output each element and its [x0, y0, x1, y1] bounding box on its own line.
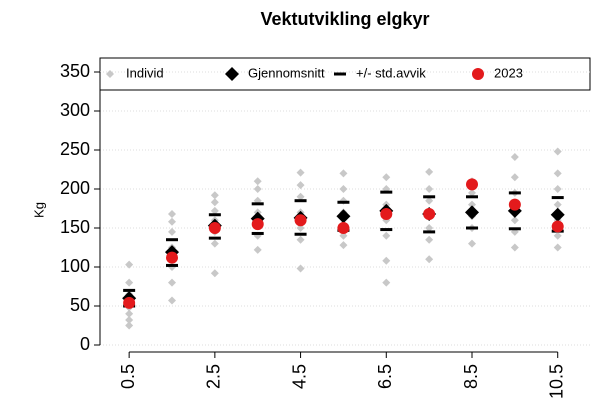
individ-point [339, 185, 348, 193]
individ-point [296, 168, 305, 177]
individ-point [425, 255, 434, 264]
legend-label: +/- std.avvik [356, 65, 426, 80]
individ-point [210, 239, 219, 248]
individ-point [125, 321, 134, 330]
x-tick-label: 4.5 [289, 364, 309, 389]
individ-point [339, 241, 348, 250]
individ-point [425, 185, 434, 193]
individ-point [296, 224, 305, 232]
individ-point [210, 206, 219, 215]
x-tick-label: 0.5 [118, 364, 138, 389]
y-tick-label: 300 [60, 100, 90, 120]
point-2023 [166, 251, 178, 264]
mean-point [336, 209, 351, 224]
individ-point [210, 198, 219, 207]
individ-point [168, 217, 176, 226]
individ-point [553, 200, 562, 209]
point-2023 [208, 222, 221, 234]
point-2023 [337, 222, 350, 234]
y-tick-label: 200 [60, 178, 90, 198]
individ-point [553, 185, 562, 193]
mean-point [550, 207, 565, 222]
individ-point [553, 243, 562, 252]
y-axis-label: Kg [31, 202, 46, 218]
legend-marker [106, 70, 114, 78]
individ-point [253, 245, 262, 254]
individ-point [296, 264, 305, 273]
x-tick-label: 6.5 [375, 364, 395, 389]
individ-point [382, 256, 391, 265]
y-tick-label: 350 [60, 61, 90, 81]
point-2023 [123, 296, 136, 309]
point-2023 [551, 220, 564, 233]
individ-point [296, 235, 305, 244]
individ-point [168, 296, 176, 305]
individ-point [210, 191, 219, 200]
individ-point [425, 224, 434, 232]
individ-point [168, 227, 176, 236]
point-2023 [423, 207, 436, 220]
individ-point [382, 173, 391, 182]
individ-point [125, 316, 134, 325]
point-2023 [466, 178, 478, 191]
legend-label: 2023 [494, 65, 523, 80]
x-tick-label: 10.5 [546, 364, 566, 399]
individ-point [553, 231, 562, 240]
point-2023 [508, 198, 521, 211]
mean-point [465, 205, 479, 220]
individ-point [553, 169, 562, 178]
y-tick-label: 150 [60, 217, 90, 237]
legend-label: Gjennomsnitt [248, 65, 325, 80]
y-tick-label: 50 [70, 295, 90, 315]
individ-point [425, 167, 434, 176]
point-2023 [380, 207, 393, 220]
individ-point [425, 235, 434, 244]
legend-marker [225, 67, 239, 81]
individ-point [125, 260, 134, 269]
individ-point [468, 188, 476, 197]
individ-point [553, 147, 562, 156]
individ-point [125, 278, 134, 287]
individ-point [510, 173, 519, 182]
individ-point [510, 216, 519, 225]
individ-point [510, 153, 519, 162]
individ-point [382, 278, 391, 287]
individ-point [210, 269, 219, 278]
y-tick-label: 0 [80, 334, 90, 354]
legend-marker [472, 68, 484, 80]
y-tick-label: 100 [60, 256, 90, 276]
individ-point [382, 231, 391, 240]
individ-point [253, 185, 262, 193]
individ-point [468, 239, 476, 248]
individ-point [296, 181, 305, 190]
individ-point [168, 278, 176, 287]
x-tick-label: 8.5 [461, 364, 481, 389]
individ-point [510, 243, 519, 252]
individ-point [425, 196, 434, 205]
individ-point [339, 231, 348, 240]
point-2023 [294, 214, 307, 227]
point-2023 [251, 218, 264, 231]
individ-point [468, 200, 476, 209]
legend-label: Individ [126, 65, 164, 80]
individ-point [296, 192, 305, 201]
individ-point [339, 169, 348, 178]
individ-point [253, 177, 262, 186]
individ-point [168, 209, 176, 218]
individ-point [125, 309, 134, 318]
chart-title: Vektutvikling elgkyr [260, 9, 429, 29]
x-tick-label: 2.5 [204, 364, 224, 389]
y-tick-label: 250 [60, 139, 90, 159]
